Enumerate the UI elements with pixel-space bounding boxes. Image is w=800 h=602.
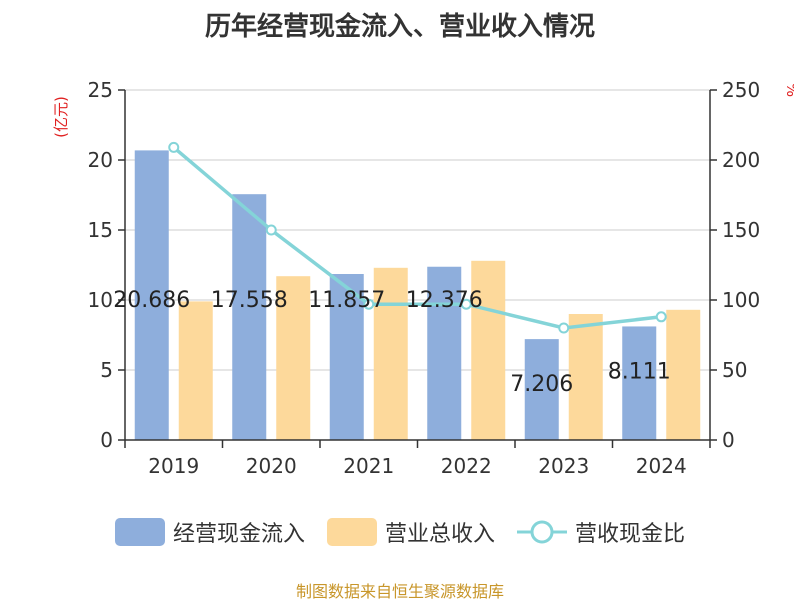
- right-tick-label: 250: [722, 78, 760, 102]
- left-tick-label: 25: [88, 78, 113, 102]
- right-tick-label: 50: [722, 358, 747, 382]
- legend-swatch-revenue: [326, 518, 377, 546]
- bar-cash-inflow: [329, 274, 364, 440]
- point-ratio: [558, 322, 570, 334]
- data-label-cash-inflow: 20.686: [113, 288, 190, 313]
- point-ratio: [265, 224, 277, 236]
- bar-revenue: [568, 314, 603, 440]
- bar-revenue: [178, 301, 213, 440]
- data-source-note: 制图数据来自恒生聚源数据库: [295, 582, 504, 601]
- x-tick-label: 2020: [246, 454, 297, 478]
- legend-item-ratio[interactable]: 营收现金比: [517, 516, 685, 548]
- bar-cash-inflow: [622, 326, 657, 440]
- bar-revenue: [373, 267, 408, 440]
- right-tick-label: 0: [722, 428, 735, 452]
- data-label-cash-inflow: 12.376: [406, 288, 483, 313]
- legend-label-revenue: 营业总收入: [384, 522, 495, 547]
- right-axis-unit-label: %: [783, 83, 794, 97]
- bar-cash-inflow: [134, 150, 169, 440]
- left-axis-unit-label: (亿元): [52, 96, 70, 138]
- x-tick-label: 2021: [343, 454, 394, 478]
- right-axis-unit-text: %: [783, 83, 794, 97]
- chart-title: 历年经营现金流入、营业收入情况: [204, 12, 595, 42]
- point-ratio: [460, 298, 472, 310]
- legend-label-ratio: 营收现金比: [575, 522, 686, 547]
- legend-swatch-cash-inflow: [114, 518, 165, 546]
- x-tick-label: 2019: [148, 454, 199, 478]
- right-tick-label: 150: [722, 218, 760, 242]
- bar-cash-inflow: [232, 194, 267, 440]
- left-axis-unit-text: (亿元): [52, 96, 70, 138]
- point-ratio: [655, 311, 667, 323]
- data-label-cash-inflow: 8.111: [608, 359, 671, 384]
- right-tick-label: 100: [722, 288, 760, 312]
- left-tick-label: 5: [100, 358, 113, 382]
- bar-revenue: [471, 260, 506, 440]
- line-ratio: [172, 146, 662, 330]
- bar-cash-inflow: [524, 339, 559, 440]
- x-tick-label: 2024: [636, 454, 687, 478]
- legend-swatch-ratio: [517, 520, 567, 544]
- left-tick-label: 15: [88, 218, 113, 242]
- legend: 经营现金流入 营业总收入 营收现金比: [0, 516, 800, 548]
- data-label-cash-inflow: 7.206: [510, 372, 573, 397]
- bar-cash-inflow: [427, 266, 462, 440]
- x-tick-label: 2023: [538, 454, 589, 478]
- legend-label-cash-inflow: 经营现金流入: [172, 522, 305, 547]
- x-tick-label: 2022: [441, 454, 492, 478]
- right-tick-label: 200: [722, 148, 760, 172]
- data-label-cash-inflow: 11.857: [308, 288, 385, 313]
- data-label-cash-inflow: 17.558: [211, 288, 288, 313]
- legend-item-revenue[interactable]: 营业总收入: [326, 516, 495, 548]
- legend-item-cash-inflow[interactable]: 经营现金流入: [114, 516, 305, 548]
- left-tick-label: 10: [88, 288, 113, 312]
- bar-revenue: [276, 276, 311, 440]
- left-tick-label: 0: [100, 428, 113, 452]
- point-ratio: [363, 298, 375, 310]
- left-tick-label: 20: [88, 148, 113, 172]
- bar-revenue: [666, 309, 701, 440]
- point-ratio: [168, 141, 180, 153]
